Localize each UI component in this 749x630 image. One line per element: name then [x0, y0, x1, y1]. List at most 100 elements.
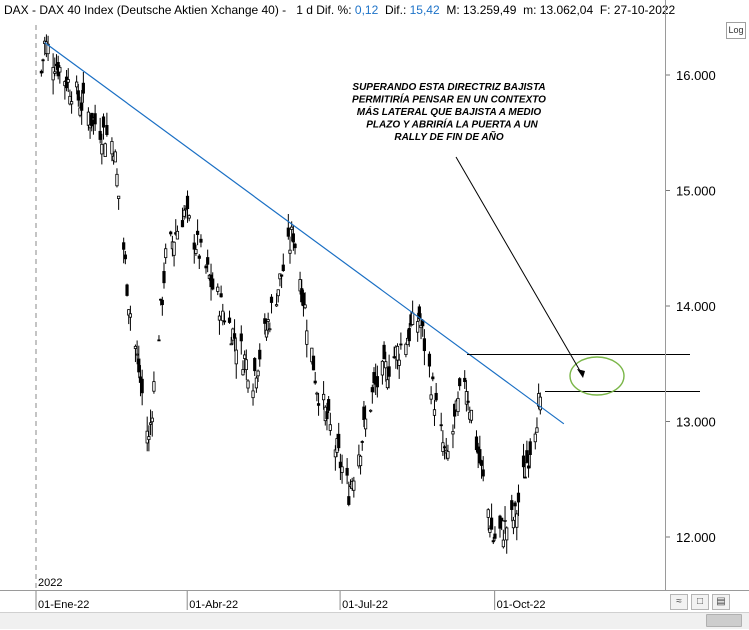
x-tick-label: 01-Oct-22: [497, 599, 546, 611]
candle-body: [46, 43, 50, 55]
candle-body: [515, 513, 519, 528]
candle-body: [395, 345, 400, 361]
candle-body: [239, 333, 243, 342]
candle-body: [117, 195, 121, 199]
candle-body: [211, 278, 215, 290]
candle-body: [197, 255, 201, 259]
candle-body: [253, 358, 257, 372]
candle-body: [160, 299, 164, 306]
candle-body: [399, 343, 403, 346]
candle-body: [185, 195, 190, 210]
candle-body: [370, 387, 374, 393]
min-label: m:: [523, 3, 537, 17]
candle-body: [195, 230, 200, 235]
candle-body: [234, 349, 238, 365]
candle-body: [358, 455, 363, 467]
candle-body: [538, 396, 542, 411]
candle-body: [293, 243, 297, 249]
candle-body: [432, 409, 437, 416]
candle-body: [216, 286, 220, 292]
price-axis-border: [665, 0, 666, 590]
date-label: F:: [599, 3, 611, 17]
scrollbar-thumb[interactable]: [706, 614, 742, 627]
candle-body: [244, 359, 248, 371]
candle-body: [528, 441, 532, 455]
timeframe: 1 d: [296, 3, 313, 17]
candle-body: [516, 492, 521, 503]
annotation-line: SUPERANDO ESTA DIRECTRIZ BAJISTA: [352, 82, 545, 93]
candle-body: [279, 274, 284, 277]
candle-body: [274, 304, 279, 307]
annotation-line: PLAZO Y ABRIRÍA LA PUERTA A UN: [366, 118, 538, 131]
candle-body: [123, 254, 127, 260]
candle-body: [505, 527, 509, 541]
candle-body: [258, 349, 262, 360]
candle-body: [254, 377, 258, 389]
candle-body: [362, 406, 366, 420]
candle-body: [98, 130, 102, 140]
candle-body: [488, 527, 492, 533]
candle-body: [263, 318, 267, 324]
candle-body: [204, 265, 208, 269]
candle-body: [442, 446, 447, 449]
candle-body: [86, 111, 90, 126]
save-icon[interactable]: □: [691, 594, 709, 610]
candle-body: [266, 319, 270, 322]
candle-body: [232, 333, 237, 339]
candle-body: [511, 519, 516, 529]
candle-body: [305, 330, 309, 345]
candle-body: [311, 355, 316, 371]
candle-body: [76, 90, 80, 101]
candle-body: [152, 381, 156, 392]
candle-body: [133, 345, 138, 349]
annotation-line: RALLY DE FIN DE AÑO: [394, 130, 503, 143]
candle-body: [281, 264, 285, 271]
candle-body: [290, 226, 294, 230]
horizontal-scrollbar[interactable]: [0, 612, 749, 629]
candle-body: [427, 353, 432, 367]
candle-body: [206, 257, 210, 265]
candle-body: [256, 370, 260, 377]
candle-body: [53, 71, 57, 74]
candle-body: [125, 284, 129, 296]
candle-body: [501, 539, 505, 548]
y-tick-label: 12.000: [676, 530, 716, 545]
annotation-arrowhead: [577, 369, 585, 378]
candle-body: [503, 519, 507, 522]
candle-body: [58, 66, 62, 73]
candle-body: [510, 500, 514, 510]
candle-body: [446, 451, 450, 459]
date-value: 27-10-2022: [613, 3, 676, 17]
candle-body: [463, 377, 467, 383]
candle-body: [192, 242, 196, 250]
print-icon[interactable]: ▤: [712, 594, 730, 610]
chart-header: DAX - DAX 40 Index (Deutsche Aktien Xcha…: [0, 0, 749, 20]
max-label: M:: [446, 3, 460, 17]
chart-wave-icon[interactable]: ≈: [670, 594, 688, 610]
candle-body: [486, 509, 490, 518]
annotation-arrow: [455, 156, 584, 377]
candle-body: [303, 304, 307, 309]
year-label: 2022: [38, 577, 62, 589]
log-scale-toggle[interactable]: Log: [726, 22, 746, 39]
candle-body: [147, 436, 151, 440]
candle-body: [140, 378, 144, 394]
candle-body: [169, 231, 173, 235]
candle-body: [128, 313, 132, 318]
candle-body: [39, 70, 43, 74]
candle-body: [137, 358, 141, 373]
header-separator: -: [28, 3, 40, 17]
time-axis-border: [0, 590, 749, 591]
candle-body: [80, 102, 84, 111]
candle-body: [135, 353, 139, 356]
candle-body: [382, 344, 386, 360]
candle-body: [321, 393, 326, 401]
candle-body: [411, 312, 415, 325]
candle-body: [101, 116, 106, 128]
candle-body: [363, 418, 368, 430]
candle-body: [521, 455, 526, 468]
candle-body: [313, 380, 317, 384]
candle-body: [469, 409, 474, 421]
candle-body: [217, 315, 222, 321]
